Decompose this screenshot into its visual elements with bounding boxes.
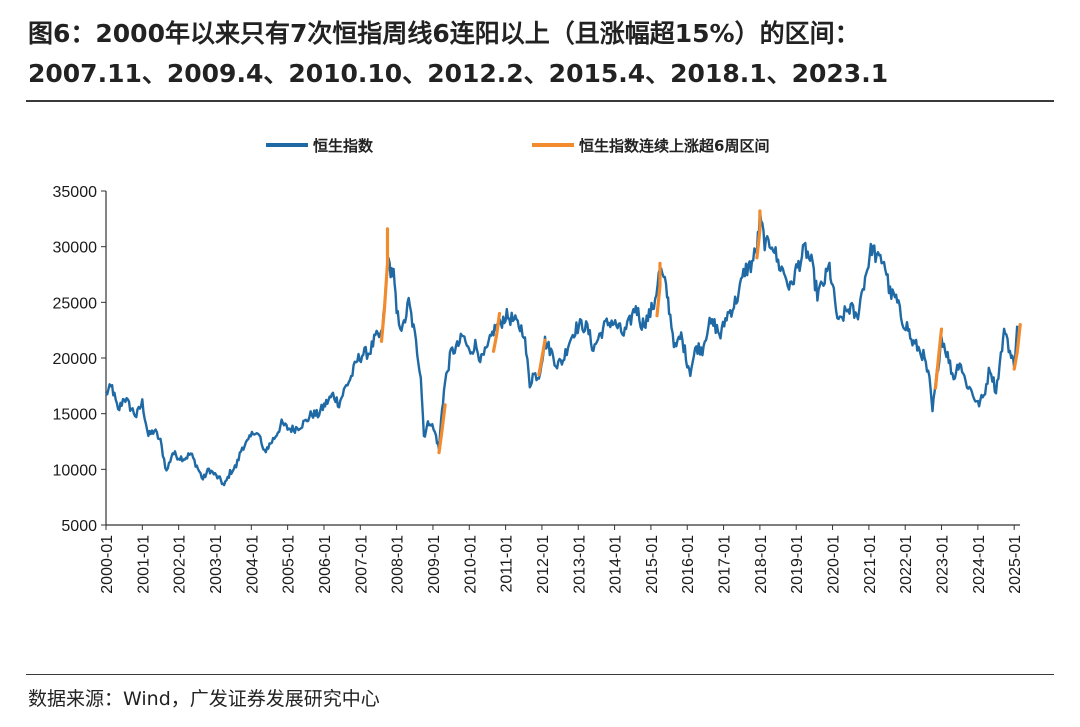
chart-title-line-1: 图6：2000年以来只有7次恒指周线6连阳以上（且涨幅超15%）的区间： [28, 19, 860, 48]
x-tick-label: 2025-01 [1007, 535, 1024, 594]
x-tick-label: 2018-01 [753, 535, 770, 594]
x-tick-label: 2004-01 [244, 535, 261, 594]
x-tick-label: 2008-01 [390, 535, 407, 594]
x-tick-label: 2015-01 [644, 535, 661, 594]
series-line-hsi [104, 209, 1019, 487]
x-tick-label: 2023-01 [935, 535, 952, 594]
x-tick-label: 2020-01 [826, 535, 843, 594]
highlight-segment-8 [1012, 323, 1022, 371]
y-tick-label: 10000 [53, 462, 98, 479]
data-source-note: 数据来源：Wind，广发证券发展研究中心 [28, 688, 380, 710]
x-tick-label: 2017-01 [717, 535, 734, 594]
bottom-divider [26, 674, 1054, 675]
highlight-segment-6 [755, 209, 762, 260]
chart-title-line-2: 2007.11、2009.4、2010.10、2012.2、2015.4、201… [28, 59, 889, 88]
y-tick-label: 25000 [53, 295, 98, 312]
x-tick-label: 2012-01 [535, 535, 552, 594]
x-tick-label: 2014-01 [608, 535, 625, 594]
x-tick-label: 2009-01 [426, 535, 443, 594]
x-tick-label: 2019-01 [789, 535, 806, 594]
x-tick-label: 2013-01 [571, 535, 588, 594]
y-tick-label: 15000 [53, 407, 98, 424]
x-tick-label: 2024-01 [971, 535, 988, 594]
highlight-segment-3 [491, 311, 502, 353]
x-tick-label: 2003-01 [208, 535, 225, 594]
x-tick-label: 2001-01 [135, 535, 152, 594]
y-tick-label: 20000 [53, 351, 98, 368]
y-tick-label: 35000 [53, 184, 98, 201]
x-tick-label: 2000-01 [99, 535, 116, 594]
legend: 恒生指数 恒生指数连续上涨超6周区间 [266, 137, 769, 155]
plot-area: 5000 10000 15000 20000 25000 30000 35000 2000-0… [53, 184, 1025, 594]
highlight-segment-7 [933, 327, 944, 390]
chart-title: 图6：2000年以来只有7次恒指周线6连阳以上（且涨幅超15%）的区间： 200… [28, 14, 1058, 94]
highlight-segment-2 [437, 403, 447, 455]
x-tick-label: 2010-01 [462, 535, 479, 594]
top-divider [26, 100, 1054, 102]
highlight-segment-4 [537, 338, 547, 377]
x-tick-label: 2011-01 [499, 535, 516, 593]
x-tick-label: 2007-01 [353, 535, 370, 594]
legend-label-highlight: 恒生指数连续上涨超6周区间 [579, 137, 769, 155]
x-tick-label: 2005-01 [281, 535, 298, 594]
x-tick-label: 2021-01 [862, 535, 879, 594]
legend-label-main: 恒生指数 [313, 137, 374, 155]
x-tick-label: 2002-01 [172, 535, 189, 594]
x-tick-label: 2022-01 [898, 535, 915, 594]
y-tick-label: 30000 [53, 240, 98, 257]
x-tick-label: 2006-01 [317, 535, 334, 594]
highlight-segment-1 [379, 227, 390, 343]
highlight-segment-5 [655, 261, 662, 318]
x-tick-label: 2016-01 [680, 535, 697, 594]
y-tick-label: 5000 [61, 518, 97, 535]
